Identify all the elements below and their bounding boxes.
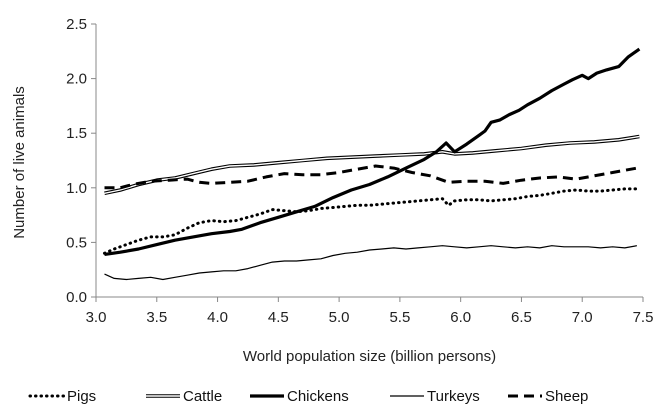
series-pigs <box>103 187 639 255</box>
y-tick-label: 0.5 <box>66 234 87 251</box>
series-line-cattle-inner <box>104 135 640 194</box>
legend-item-pigs: Pigs <box>28 388 96 405</box>
x-tick-label: 4.5 <box>268 309 289 326</box>
y-axis-title: Number of live animals <box>11 86 28 239</box>
x-tick-label: 6.0 <box>450 309 471 326</box>
y-tick-label: 2.0 <box>66 71 87 88</box>
series-line-turkeys <box>104 245 638 281</box>
x-tick-label: 4.0 <box>207 309 228 326</box>
series-line-sheep <box>104 164 638 190</box>
x-tick-label: 3.0 <box>86 309 107 326</box>
plot-area: 3.0 3.5 4.0 4.5 5.0 5.5 6.0 6.5 7.0 7.5 0.0 0.5 1.0… <box>66 16 653 326</box>
legend-item-turkeys: Turkeys <box>390 388 480 405</box>
series-cattle <box>104 134 640 196</box>
y-axis-ticks: 0.0 0.5 1.0 1.5 2.0 2.5 <box>66 16 96 306</box>
x-tick-label: 7.5 <box>633 309 654 326</box>
x-axis-title: World population size (billion persons) <box>243 348 496 365</box>
x-tick-label: 5.0 <box>329 309 350 326</box>
series-line-chickens <box>104 47 641 256</box>
y-tick-label: 0.0 <box>66 289 87 306</box>
legend-label: Cattle <box>183 388 222 405</box>
x-tick-label: 3.5 <box>146 309 167 326</box>
x-tick-label: 7.0 <box>572 309 593 326</box>
series-lines <box>103 47 641 281</box>
legend-label: Turkeys <box>427 388 480 405</box>
y-tick-label: 1.0 <box>66 180 87 197</box>
legend-item-sheep: Sheep <box>508 388 588 405</box>
legend-item-chickens: Chickens <box>250 388 349 405</box>
y-tick-label: 2.5 <box>66 16 87 33</box>
y-tick-label: 1.5 <box>66 125 87 142</box>
series-line-pigs <box>103 187 639 255</box>
legend: Pigs Cattle Chickens Turkeys Sheep <box>28 388 588 405</box>
x-tick-label: 5.5 <box>389 309 410 326</box>
legend-item-cattle: Cattle <box>146 388 222 405</box>
legend-label: Sheep <box>545 388 588 405</box>
series-chickens <box>104 47 641 256</box>
legend-label: Chickens <box>287 388 349 405</box>
legend-label: Pigs <box>67 388 96 405</box>
x-axis-ticks: 3.0 3.5 4.0 4.5 5.0 5.5 6.0 6.5 7.0 7.5 <box>86 297 654 326</box>
x-tick-label: 6.5 <box>511 309 532 326</box>
series-sheep <box>104 164 638 190</box>
series-turkeys <box>104 245 638 281</box>
